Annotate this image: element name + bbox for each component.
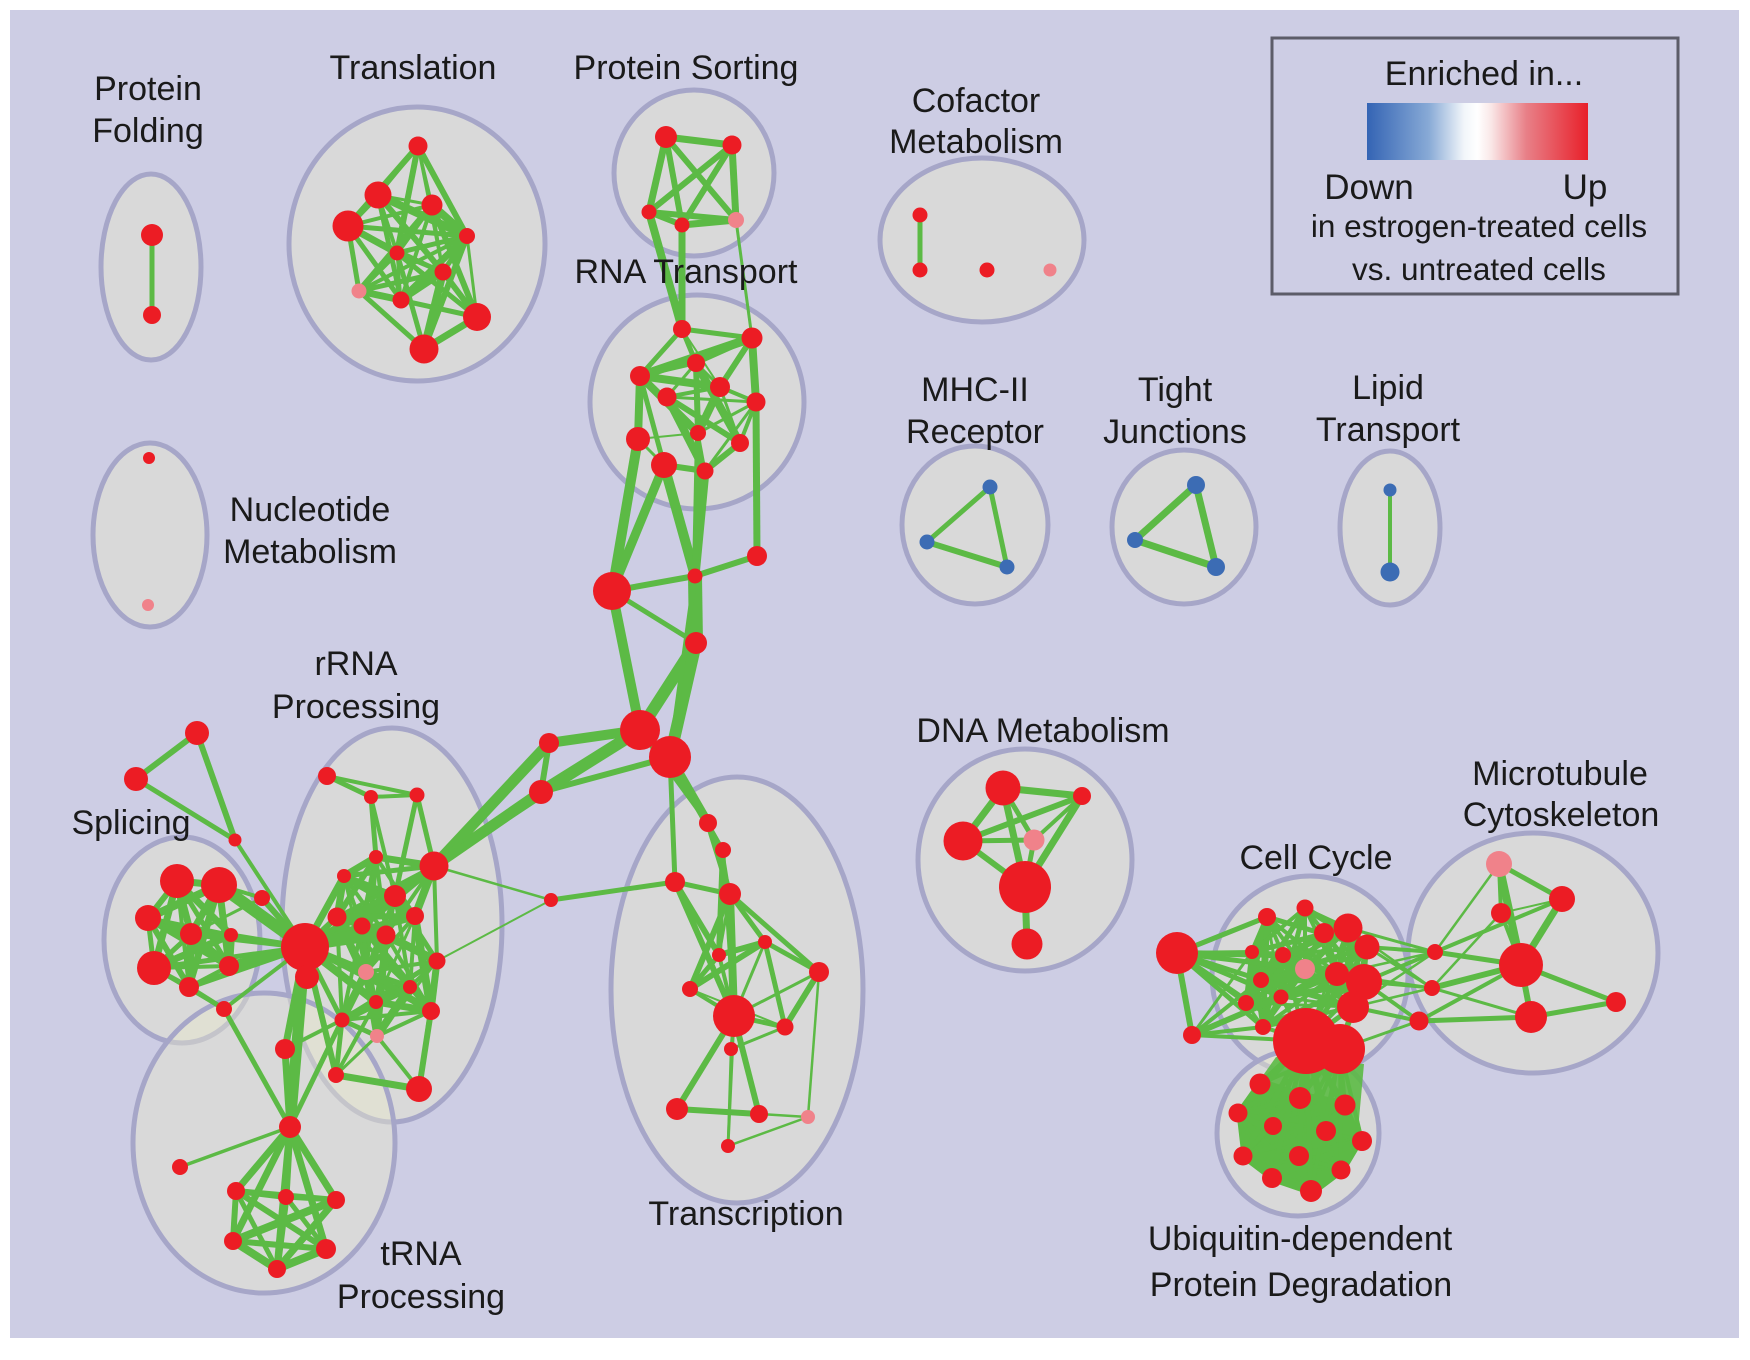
- svg-text:Protein Degradation: Protein Degradation: [1150, 1266, 1452, 1304]
- svg-text:Nucleotide: Nucleotide: [230, 491, 391, 529]
- svg-text:DNA Metabolism: DNA Metabolism: [916, 712, 1169, 750]
- svg-text:in estrogen-treated cells: in estrogen-treated cells: [1311, 208, 1647, 244]
- svg-text:MHC-II: MHC-II: [921, 371, 1029, 409]
- svg-text:Translation: Translation: [330, 49, 497, 87]
- svg-text:Cofactor: Cofactor: [912, 82, 1041, 120]
- svg-text:Junctions: Junctions: [1103, 413, 1247, 451]
- svg-text:tRNA: tRNA: [380, 1235, 462, 1273]
- svg-text:Processing: Processing: [337, 1278, 505, 1316]
- svg-text:Processing: Processing: [272, 688, 440, 726]
- svg-text:Down: Down: [1324, 168, 1413, 207]
- svg-text:Enriched in...: Enriched in...: [1385, 55, 1583, 93]
- svg-text:Metabolism: Metabolism: [223, 533, 397, 571]
- svg-text:Splicing: Splicing: [71, 804, 190, 842]
- svg-text:Ubiquitin-dependent: Ubiquitin-dependent: [1148, 1220, 1453, 1258]
- svg-text:Up: Up: [1563, 168, 1608, 207]
- svg-text:Protein: Protein: [94, 70, 202, 108]
- svg-text:Folding: Folding: [92, 112, 204, 150]
- svg-text:Transcription: Transcription: [648, 1195, 843, 1233]
- svg-text:Metabolism: Metabolism: [889, 123, 1063, 161]
- svg-text:Lipid: Lipid: [1352, 369, 1424, 407]
- svg-text:Cytoskeleton: Cytoskeleton: [1463, 796, 1660, 834]
- svg-text:Transport: Transport: [1316, 411, 1461, 449]
- svg-text:Cell Cycle: Cell Cycle: [1239, 839, 1392, 877]
- svg-text:Microtubule: Microtubule: [1472, 755, 1648, 793]
- svg-text:rRNA: rRNA: [314, 645, 397, 683]
- svg-text:RNA Transport: RNA Transport: [575, 253, 799, 291]
- svg-text:Receptor: Receptor: [906, 413, 1044, 451]
- svg-text:Protein Sorting: Protein Sorting: [574, 49, 799, 87]
- svg-text:Tight: Tight: [1138, 371, 1213, 409]
- svg-text:vs. untreated cells: vs. untreated cells: [1352, 251, 1606, 287]
